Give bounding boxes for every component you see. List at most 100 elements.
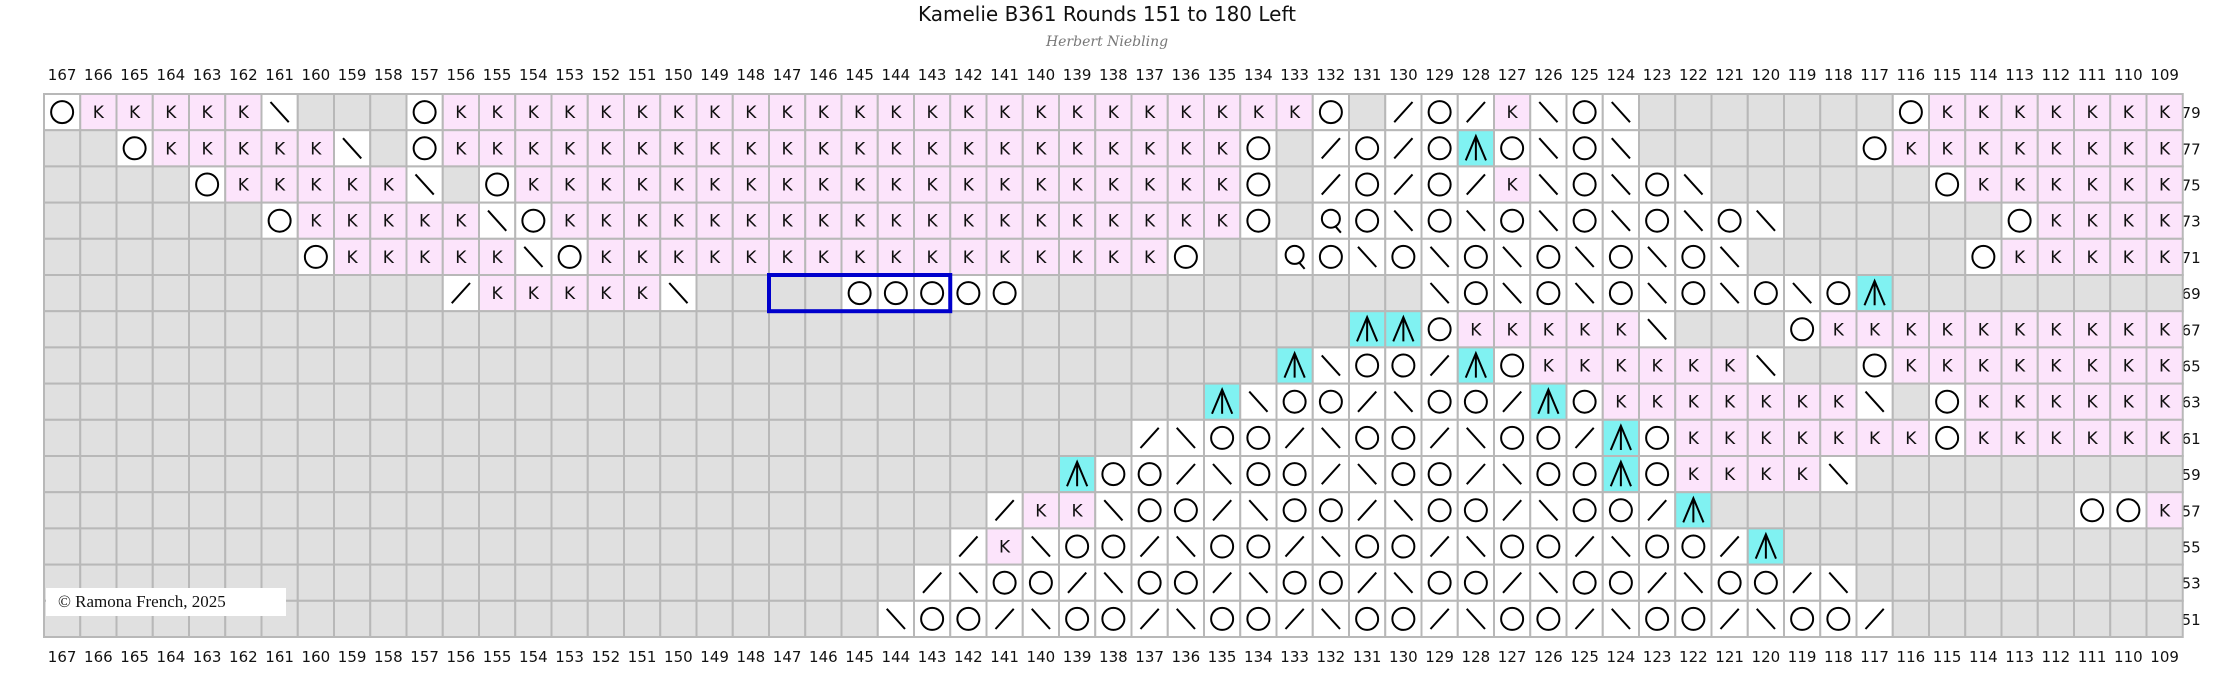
ssk-symbol (1502, 282, 1522, 304)
chart-cell (1855, 563, 1894, 602)
chart-cell (1058, 563, 1097, 602)
chart-cell (1021, 346, 1060, 385)
chart-cell: K (623, 165, 662, 204)
chart-cell: K (949, 93, 988, 132)
yarn-over-symbol (1500, 606, 1525, 631)
chart-cell (1130, 346, 1169, 385)
column-number-bottom: 149 (700, 648, 729, 666)
knit-symbol: K (745, 103, 757, 123)
chart-cell (623, 527, 662, 566)
chart-cell: K (1891, 310, 1930, 349)
chart-cell (1638, 237, 1677, 277)
chart-cell: K (1529, 346, 1568, 385)
k2tog-symbol (1284, 608, 1305, 630)
chart-cell (949, 491, 988, 530)
chart-cell (1565, 201, 1604, 240)
yarn-over-symbol (992, 281, 1017, 306)
chart-cell: K (2036, 129, 2075, 168)
chart-cell (1203, 599, 1242, 638)
chart-cell (296, 93, 335, 132)
chart-cell: K (1710, 418, 1749, 457)
chart-cell (659, 563, 698, 602)
chart-cell (1674, 93, 1713, 132)
column-number-bottom: 124 (1607, 648, 1636, 666)
knit-symbol: K (347, 176, 359, 196)
chart-cell (1638, 129, 1677, 168)
chart-cell: K (1964, 346, 2003, 385)
knit-symbol: K (1035, 212, 1047, 232)
yarn-over-symbol (1246, 425, 1271, 450)
knit-symbol: K (1978, 429, 1990, 449)
yarn-over-symbol (1862, 353, 1887, 378)
chart-cell (1239, 129, 1278, 168)
chart-cell: K (731, 165, 770, 204)
chart-cell: K (2073, 165, 2112, 204)
chart-cell: K (949, 129, 988, 168)
chart-cell: K (2073, 418, 2112, 457)
chart-cell (1601, 491, 1640, 530)
knit-symbol: K (999, 103, 1011, 123)
chart-cell (1275, 599, 1314, 638)
chart-cell (2145, 599, 2184, 638)
chart-cell: K (659, 201, 698, 240)
chart-cell (1275, 165, 1314, 204)
chart-cell: K (876, 129, 915, 168)
knit-symbol: K (890, 103, 902, 123)
yarn-over-symbol (1572, 208, 1597, 233)
knit-symbol: K (782, 103, 794, 123)
chart-cell: K (1094, 237, 1133, 277)
ssk-symbol (958, 571, 979, 594)
chart-cell (1239, 165, 1278, 204)
chart-cell (1239, 527, 1278, 566)
chart-cell (1565, 237, 1604, 277)
ssk-symbol (1466, 535, 1486, 558)
column-number-top: 154 (519, 66, 548, 84)
chart-cell: K (2073, 93, 2112, 132)
chart-cell (333, 346, 372, 385)
chart-cell (1493, 201, 1532, 240)
ssk-symbol (1393, 390, 1414, 413)
chart-cell (1565, 165, 1604, 204)
ssk-symbol (1647, 246, 1667, 268)
yarn-over-symbol (1681, 606, 1706, 631)
yarn-over-symbol (1137, 570, 1162, 595)
chart-cell (1384, 599, 1423, 638)
knit-symbol: K (999, 248, 1011, 268)
ssk-symbol (1538, 173, 1559, 196)
chart-cell: K (2000, 346, 2039, 385)
column-number-bottom: 154 (519, 648, 548, 666)
yarn-over-symbol (1427, 462, 1452, 487)
chart-cell (1420, 310, 1459, 349)
chart-cell (1928, 418, 1967, 457)
chart-cell (514, 382, 553, 421)
chart-cell (1638, 93, 1677, 132)
chart-cell: K (260, 129, 299, 168)
chart-cell (224, 455, 263, 494)
chart-cell: K (1746, 382, 1785, 421)
chart-cell (260, 346, 299, 385)
ssk-symbol (1357, 246, 1377, 268)
chart-cell (151, 310, 190, 349)
column-number-bottom: 122 (1679, 648, 1708, 666)
column-number-bottom: 109 (2150, 648, 2179, 666)
chart-cell (1964, 527, 2003, 566)
chart-cell (1783, 527, 1822, 566)
chart-cell: K (1710, 382, 1749, 421)
knit-symbol: K (963, 139, 975, 159)
k2tog-symbol (1212, 571, 1232, 594)
chart-cell: K (2145, 129, 2184, 168)
chart-cell (1529, 165, 1568, 204)
k2tog-symbol (1321, 173, 1341, 196)
chart-cell (985, 599, 1024, 638)
column-number-bottom: 140 (1027, 648, 1056, 666)
knit-symbol: K (600, 176, 612, 196)
chart-cell (514, 491, 553, 530)
column-number-bottom: 162 (229, 648, 258, 666)
yarn-over-symbol (1173, 570, 1198, 595)
column-number-top: 135 (1208, 66, 1237, 84)
column-number-bottom: 116 (1897, 648, 1926, 666)
chart-cell (1674, 527, 1713, 566)
knit-symbol: K (238, 103, 250, 123)
chart-cell: K (1021, 129, 1060, 168)
